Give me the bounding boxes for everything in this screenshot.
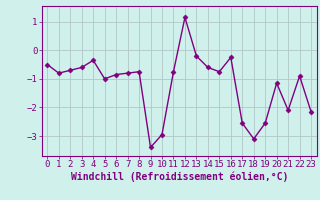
- X-axis label: Windchill (Refroidissement éolien,°C): Windchill (Refroidissement éolien,°C): [70, 172, 288, 182]
